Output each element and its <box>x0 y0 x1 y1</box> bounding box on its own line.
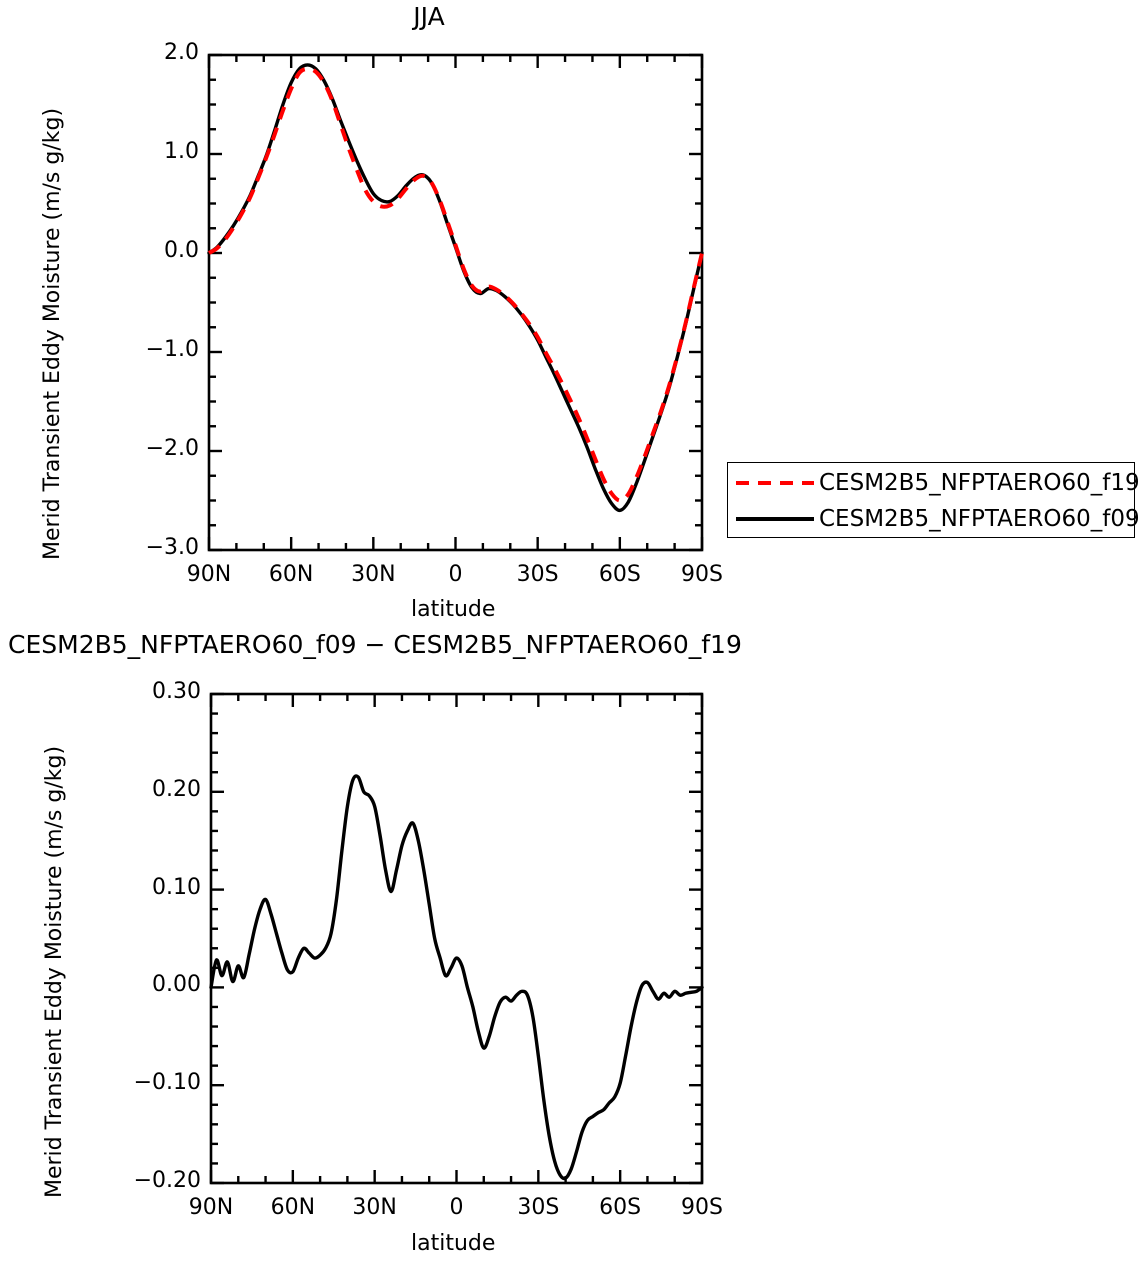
legend-label-f09: CESM2B5_NFPTAERO60_f09 <box>819 506 1138 532</box>
x-tick-label: 30N <box>352 1195 397 1220</box>
y-tick-label: 0.10 <box>152 874 201 900</box>
top-panel-curves <box>207 63 704 513</box>
x-tick-label: 30S <box>517 1195 560 1220</box>
legend-entry-f19: CESM2B5_NFPTAERO60_f19 <box>728 464 1138 502</box>
legend-label-f19: CESM2B5_NFPTAERO60_f19 <box>819 470 1138 496</box>
series-line-CESM2B5_NFPTAERO60_f19 <box>207 66 704 503</box>
legend-entry-f09: CESM2B5_NFPTAERO60_f09 <box>728 500 1138 538</box>
x-tick-label: 60N <box>270 1195 316 1220</box>
y-tick-label: −0.10 <box>133 1070 201 1096</box>
x-tick-label: 0 <box>448 562 463 587</box>
bottom-panel-title: CESM2B5_NFPTAERO60_f09 − CESM2B5_NFPTAER… <box>8 630 742 659</box>
top-panel-x-axis-label: latitude <box>411 597 496 622</box>
y-tick-label: 0.0 <box>164 238 199 263</box>
x-tick-label: 60S <box>599 1195 642 1220</box>
x-tick-label: 60N <box>268 562 314 587</box>
x-tick-label: 90S <box>681 1195 723 1220</box>
bottom-panel-ticks <box>209 692 704 1185</box>
x-tick-label: 0 <box>449 1195 464 1220</box>
y-tick-label: −0.20 <box>133 1168 201 1193</box>
legend-swatch-solid-black <box>736 517 814 521</box>
y-tick-label: 0.00 <box>152 972 201 998</box>
top-panel-title: JJA <box>413 2 445 31</box>
series-line-difference <box>209 774 704 1181</box>
top-panel-ticks <box>207 53 704 552</box>
legend-swatch-dashed-red <box>736 481 814 485</box>
bottom-panel-frame <box>209 692 704 1185</box>
x-tick-label: 90N <box>188 1195 234 1220</box>
y-tick-label: −2.0 <box>145 436 199 461</box>
bottom-panel-curves <box>209 774 704 1181</box>
x-tick-label: 30N <box>351 562 396 587</box>
x-tick-label: 90S <box>681 562 723 587</box>
y-tick-label: 0.30 <box>152 679 201 704</box>
y-tick-label: 1.0 <box>164 139 199 164</box>
y-tick-label: 2.0 <box>164 40 199 65</box>
y-tick-label: −3.0 <box>145 535 199 560</box>
legend: CESM2B5_NFPTAERO60_f19 CESM2B5_NFPTAERO6… <box>727 462 1138 538</box>
bottom-panel-x-axis-label: latitude <box>411 1231 496 1256</box>
y-tick-label: −1.0 <box>145 337 199 362</box>
x-tick-label: 30S <box>516 562 559 587</box>
y-tick-label: 0.20 <box>152 776 201 802</box>
x-tick-label: 60S <box>598 562 641 587</box>
x-tick-label: 90N <box>186 562 232 587</box>
